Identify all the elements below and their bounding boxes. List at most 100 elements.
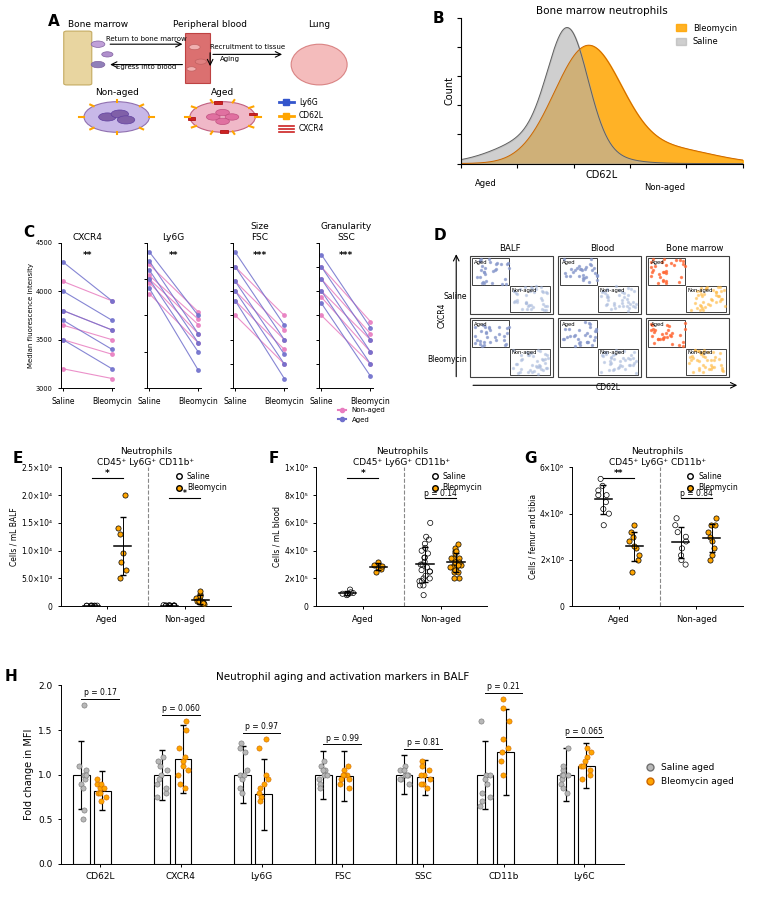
Point	[164, 598, 176, 613]
Point	[621, 299, 633, 313]
Point	[608, 362, 620, 376]
Text: H: H	[5, 670, 17, 684]
Point	[622, 303, 634, 318]
Legend: Saline, Bleomycin: Saline, Bleomycin	[176, 471, 227, 493]
Point	[612, 283, 625, 297]
Point	[95, 777, 107, 791]
Point	[512, 365, 524, 380]
Point	[573, 268, 585, 283]
Point	[609, 346, 621, 361]
Point	[509, 293, 521, 308]
Point	[710, 294, 722, 309]
FancyBboxPatch shape	[249, 112, 257, 115]
Text: **: **	[169, 251, 178, 260]
Point	[676, 541, 688, 555]
Point	[542, 351, 554, 365]
Point	[477, 318, 489, 332]
Point	[500, 276, 512, 291]
Point	[562, 768, 575, 782]
Text: Bone marrow: Bone marrow	[68, 20, 128, 29]
Point	[447, 551, 459, 565]
Point	[572, 332, 584, 347]
Point	[524, 363, 536, 377]
Point	[469, 320, 481, 334]
Point	[73, 759, 85, 773]
Point	[699, 349, 711, 364]
Point	[660, 274, 672, 288]
Point	[654, 331, 666, 346]
Point	[628, 518, 641, 533]
Point	[536, 284, 548, 298]
Point	[88, 598, 100, 613]
Point	[644, 260, 656, 274]
Point	[453, 554, 465, 569]
Point	[709, 518, 721, 533]
Text: Blood: Blood	[590, 244, 615, 253]
Point	[515, 302, 528, 316]
Point	[160, 598, 172, 613]
Point	[532, 366, 544, 381]
Point	[453, 551, 465, 565]
Point	[334, 777, 346, 791]
Point	[685, 302, 697, 317]
Legend: Saline, Bleomycin: Saline, Bleomycin	[688, 471, 739, 493]
Point	[494, 256, 506, 271]
Bar	[560, 320, 597, 347]
Title: Neutrophil aging and activation markers in BALF: Neutrophil aging and activation markers …	[215, 671, 469, 682]
Point	[508, 284, 520, 298]
Bar	[510, 286, 550, 312]
Point	[422, 763, 434, 778]
Point	[162, 598, 174, 613]
Point	[484, 323, 496, 338]
Point	[579, 262, 591, 276]
Point	[174, 777, 186, 791]
Point	[709, 285, 722, 300]
Point	[524, 284, 536, 298]
Point	[624, 296, 636, 310]
Point	[706, 283, 719, 297]
Point	[503, 261, 515, 275]
Point	[519, 280, 531, 294]
Point	[584, 317, 596, 331]
Point	[694, 299, 706, 313]
Point	[453, 572, 465, 586]
Point	[664, 328, 676, 342]
Point	[475, 323, 487, 338]
Point	[80, 598, 92, 613]
Point	[622, 295, 634, 310]
Point	[194, 587, 206, 601]
Point	[608, 351, 620, 365]
Point	[478, 338, 490, 352]
Point	[315, 781, 327, 796]
Point	[514, 282, 526, 296]
Point	[574, 338, 586, 352]
Point	[675, 548, 688, 562]
Point	[575, 759, 587, 773]
Point	[706, 535, 718, 549]
Point	[335, 772, 347, 787]
Point	[318, 768, 330, 782]
Point	[168, 598, 180, 613]
Point	[622, 288, 634, 302]
Point	[568, 328, 581, 342]
Point	[531, 359, 543, 374]
Point	[194, 592, 206, 607]
Point	[674, 328, 686, 342]
Circle shape	[111, 110, 129, 118]
Point	[476, 786, 488, 800]
Point	[692, 344, 704, 358]
Point	[670, 253, 682, 267]
Point	[508, 284, 520, 298]
Point	[595, 364, 607, 379]
Bar	[174, 759, 191, 864]
Point	[511, 286, 523, 301]
Text: C: C	[23, 225, 34, 240]
Point	[577, 267, 589, 282]
Title: Ly6G: Ly6G	[162, 233, 185, 242]
Point	[493, 327, 505, 341]
Point	[627, 358, 639, 373]
Point	[564, 328, 576, 343]
Point	[718, 284, 730, 298]
Point	[569, 338, 581, 353]
Point	[537, 353, 549, 367]
